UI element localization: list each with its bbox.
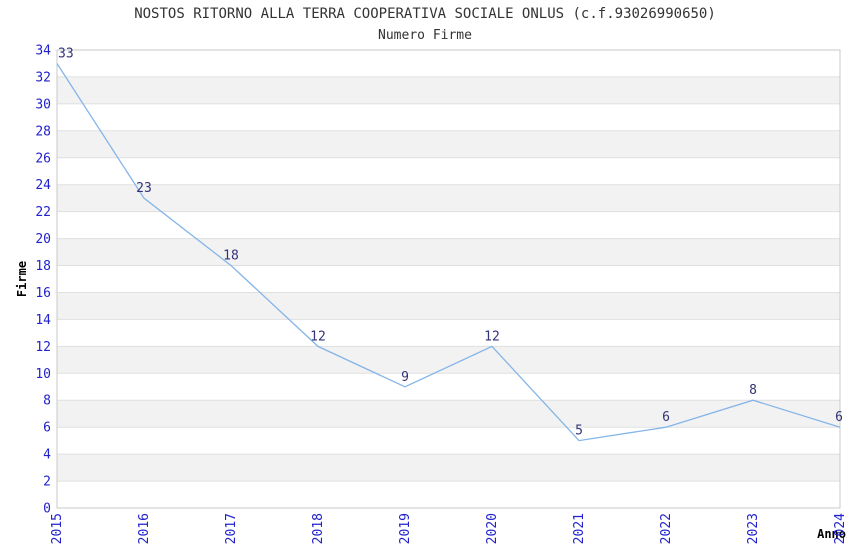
y-tick-label: 22 — [35, 205, 51, 220]
y-tick-label: 4 — [43, 448, 51, 463]
y-tick-label: 14 — [35, 313, 51, 328]
data-point-label: 33 — [58, 47, 74, 62]
data-point-label: 8 — [749, 383, 757, 398]
y-tick-label: 18 — [35, 259, 51, 274]
x-tick-label: 2015 — [50, 513, 65, 544]
y-tick-label: 20 — [35, 232, 51, 247]
data-point-label: 18 — [223, 249, 239, 264]
plot-border — [56, 49, 841, 509]
y-tick-label: 24 — [35, 178, 51, 193]
x-tick-label: 2018 — [311, 513, 326, 544]
y-tick-label: 10 — [35, 367, 51, 382]
plot-band — [57, 292, 840, 320]
plot-band — [57, 238, 840, 266]
plot-band — [57, 130, 840, 158]
y-tick-label: 34 — [35, 44, 51, 59]
y-tick-label: 16 — [35, 286, 51, 301]
data-point-label: 6 — [662, 410, 670, 425]
x-tick-label: 2016 — [137, 513, 152, 544]
x-tick-label: 2020 — [485, 513, 500, 544]
y-tick-label: 8 — [43, 394, 51, 409]
data-point-label: 12 — [310, 329, 326, 344]
data-point-label: 9 — [401, 370, 409, 385]
x-tick-label: 2019 — [398, 513, 413, 544]
x-tick-label: 2024 — [833, 513, 848, 544]
y-tick-label: 6 — [43, 421, 51, 436]
data-point-label: 12 — [484, 329, 500, 344]
chart-title: NOSTOS RITORNO ALLA TERRA COOPERATIVA SO… — [134, 6, 716, 22]
data-point-label: 6 — [835, 410, 843, 425]
y-tick-label: 26 — [35, 151, 51, 166]
x-tick-label: 2021 — [572, 513, 587, 544]
plot-band — [57, 76, 840, 104]
plot-band — [57, 454, 840, 481]
y-tick-label: 0 — [43, 502, 51, 517]
y-tick-label: 28 — [35, 124, 51, 139]
plot-band — [57, 184, 840, 212]
series-line — [56, 63, 841, 442]
data-point-label: 5 — [575, 424, 583, 439]
x-tick-label: 2022 — [659, 513, 674, 544]
x-tick-label: 2017 — [224, 513, 239, 544]
chart-subtitle: Numero Firme — [378, 28, 472, 43]
plot-band — [57, 346, 840, 374]
x-axis-label: Anno — [817, 527, 846, 541]
y-tick-label: 30 — [35, 97, 51, 112]
y-tick-label: 32 — [35, 70, 51, 85]
x-tick-label: 2023 — [746, 513, 761, 544]
y-tick-label: 12 — [35, 340, 51, 355]
y-tick-label: 2 — [43, 475, 51, 490]
plot-band — [57, 400, 840, 428]
data-point-label: 23 — [136, 181, 152, 196]
